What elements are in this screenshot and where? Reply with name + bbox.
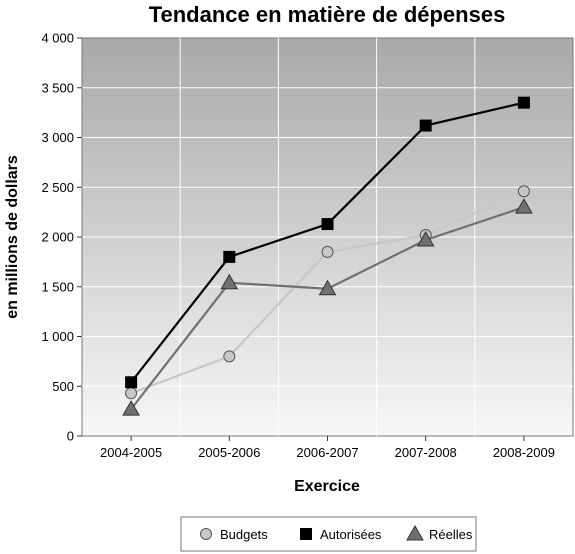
x-tick-label: 2006-2007 [296,445,358,460]
data-point-autorisees [419,119,432,132]
data-point-budgets [517,185,530,198]
x-tick-label: 2005-2006 [198,445,260,460]
data-point-autorisees [321,218,334,231]
data-point-autorisees [517,96,530,109]
data-point-autorisees [125,376,138,389]
x-tick-label: 2004-2005 [100,445,162,460]
legend-marker-autorisees [300,528,312,540]
y-tick-label: 0 [67,429,74,444]
y-tick-label: 2 500 [41,180,74,195]
y-tick-label: 3 000 [41,130,74,145]
chart-title: Tendance en matière de dépenses [149,2,506,27]
data-point-reelles [318,279,337,296]
legend-marker-budgets [200,528,212,540]
data-point-budgets [125,387,138,400]
data-point-budgets [223,350,236,363]
legend-box [180,516,477,552]
x-axis-ticks: 2004-2005 2005-2006 2006-2007 2007-2008 2008… [100,436,555,460]
data-point-budgets [321,245,334,258]
y-axis-label: en millions de dollars [4,155,21,319]
legend-marker-reelles [406,524,424,541]
y-tick-label: 4 000 [41,31,74,46]
series-lines [122,96,533,416]
data-point-autorisees [223,250,236,263]
legend-label-budgets: Budgets [220,527,268,542]
y-axis-ticks: 0 500 1 000 1 500 2 000 2 500 3 000 3 500 4 000 [41,31,82,444]
x-tick-label: 2008-2009 [493,445,555,460]
y-tick-label: 1 000 [41,329,74,344]
legend-label-reelles: Réelles [429,527,473,542]
y-tick-label: 3 500 [41,80,74,95]
x-tick-label: 2007-2008 [395,445,457,460]
y-tick-label: 2 000 [41,230,74,245]
legend-label-autorisees: Autorisées [320,527,382,542]
y-tick-label: 1 500 [41,279,74,294]
data-point-reelles [416,230,435,247]
grid-lines [82,38,573,436]
data-point-reelles [515,198,533,214]
series-reelles [122,198,533,416]
series-autorisees [125,96,530,389]
x-axis-label: Exercice [294,478,360,495]
data-point-reelles [220,273,239,290]
data-point-reelles [122,400,140,416]
legend: Budgets Autorisées Réelles [180,516,477,552]
y-tick-label: 500 [52,379,74,394]
